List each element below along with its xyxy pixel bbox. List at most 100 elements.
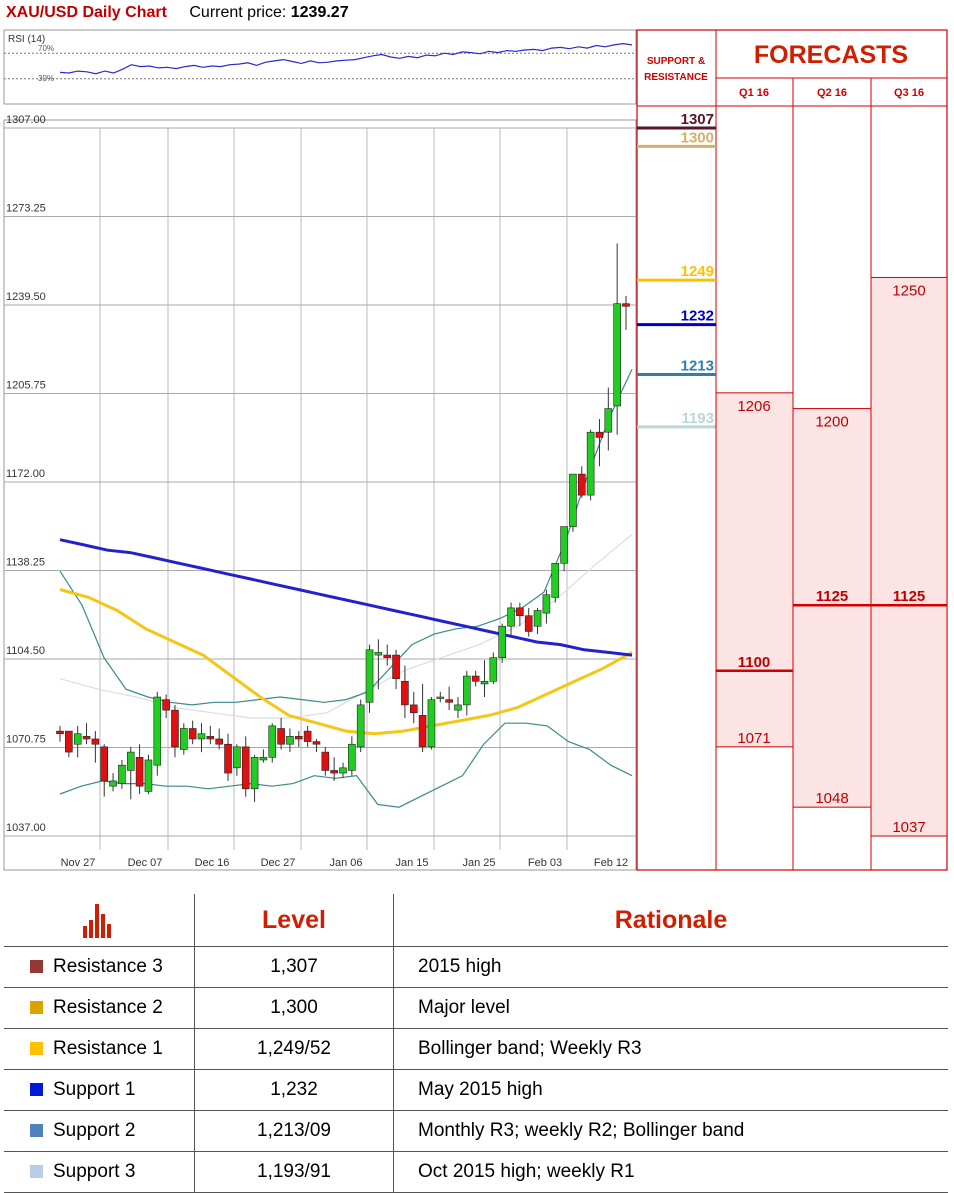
candle-body: [542, 594, 551, 614]
sr-header-line2: RESISTANCE: [644, 72, 708, 83]
candle-body: [259, 757, 268, 761]
level-value: 1,193/91: [194, 1151, 394, 1193]
forecast-range: [870, 276, 948, 837]
level-rationale: Monthly R3; weekly R2; Bollinger band: [393, 1110, 948, 1152]
level-name-cell: Support 1: [4, 1069, 195, 1111]
forecast-low-label: 1048: [815, 790, 848, 807]
candle-body: [524, 615, 533, 632]
forecasts-title: FORECASTS: [754, 41, 908, 69]
forecast-mid-label: 1100: [738, 654, 771, 671]
level-name: Support 2: [53, 1120, 136, 1141]
candle-body: [135, 757, 144, 787]
candle-body: [294, 736, 303, 740]
candle-body: [144, 759, 153, 792]
candle-body: [516, 607, 524, 617]
level-name-cell: Resistance 2: [4, 987, 195, 1029]
candle-body: [65, 730, 73, 753]
candle-body: [436, 696, 445, 699]
x-tick-label: Dec 07: [128, 857, 163, 869]
price-panel-frame: [3, 119, 637, 871]
candle-body: [126, 751, 135, 771]
candle-body: [268, 725, 277, 758]
candle-body: [463, 675, 471, 706]
table-row: Support 3 1,193/91 Oct 2015 high; weekly R…: [4, 1151, 948, 1193]
candle-body: [489, 657, 498, 682]
candle-body: [498, 625, 506, 658]
y-tick-label: 1037.00: [6, 822, 46, 834]
ma50-line: [59, 588, 633, 736]
bar-chart-icon: [4, 894, 195, 947]
candle-body: [392, 654, 400, 679]
candle-body: [241, 746, 250, 790]
x-tick-label: Jan 25: [462, 857, 495, 869]
y-tick-label: 1172.00: [6, 468, 45, 480]
candle-body: [533, 610, 542, 627]
candle-body: [286, 736, 294, 745]
rsi-panel-frame: [3, 29, 637, 105]
level-value: 1,307: [194, 946, 394, 988]
candle-body: [595, 431, 604, 438]
y-tick-label: 1273.25: [6, 203, 46, 215]
candle-body: [613, 303, 621, 407]
candle-body: [454, 704, 462, 711]
candle-body: [82, 736, 91, 740]
forecast-range: [715, 392, 794, 748]
candle-body: [622, 303, 630, 307]
levels-table: Level Rationale Resistance 3 1,307 2015 hi…: [4, 894, 948, 1193]
level-name: Resistance 2: [53, 997, 163, 1018]
x-tick-label: Jan 15: [395, 857, 428, 869]
candle-body: [188, 728, 197, 740]
candle-body: [162, 699, 170, 711]
level-name: Resistance 3: [53, 956, 163, 977]
level-rationale: May 2015 high: [393, 1069, 948, 1111]
level-rationale: Bollinger band; Weekly R3: [393, 1028, 948, 1070]
sr-level-label: 1213: [681, 357, 714, 374]
sr-level-label: 1307: [681, 111, 714, 128]
ma200-line: [59, 538, 633, 657]
candle-body: [180, 728, 188, 750]
forecast-mid-label: 1125: [816, 588, 849, 605]
candle-body: [365, 649, 374, 703]
y-tick-label: 1307.00: [6, 114, 46, 126]
current-price: 1239.27: [290, 4, 349, 21]
table-row: Resistance 1 1,249/52 Bollinger band; Week…: [4, 1028, 948, 1070]
candle-body: [250, 757, 259, 790]
rsi-line: [59, 42, 633, 75]
candle-body: [206, 736, 215, 740]
candle-body: [100, 746, 109, 782]
bollinger-lower-line: [59, 722, 633, 808]
sr-level-label: 1249: [681, 263, 714, 280]
candle-body: [374, 652, 383, 656]
forecast-low-label: 1071: [737, 730, 770, 747]
candle-body: [312, 741, 321, 745]
candle-body: [356, 704, 365, 748]
price-chart: 1307.00 1273.25 1239.50 1205.75 1172.00 1138.…: [3, 29, 948, 871]
candle-body: [560, 526, 568, 564]
level-name-cell: Resistance 1: [4, 1028, 195, 1070]
y-tick-label: 1070.75: [6, 734, 46, 746]
candle-body: [91, 738, 100, 745]
candle-body: [604, 408, 613, 433]
y-tick-label: 1205.75: [6, 380, 46, 392]
level-swatch: [30, 1042, 43, 1055]
candle-body: [401, 680, 409, 706]
candle-body: [409, 704, 418, 714]
forecast-column-header: Q3 16: [894, 87, 924, 99]
candle-body: [73, 733, 82, 745]
x-tick-label: Dec 16: [195, 857, 230, 869]
x-tick-label: Jan 06: [329, 857, 362, 869]
level-header: Level: [194, 894, 394, 947]
level-name-cell: Support 2: [4, 1110, 195, 1152]
candle-body: [171, 709, 179, 748]
candle-body: [233, 746, 241, 769]
candle-body: [445, 699, 453, 703]
chart-header: XAU/USD Daily Chart Current price: 1239.…: [6, 4, 349, 22]
candle-body: [197, 733, 206, 740]
chart-title: XAU/USD Daily Chart: [6, 4, 167, 21]
level-rationale: Oct 2015 high; weekly R1: [393, 1151, 948, 1193]
x-tick-label: Feb 03: [528, 857, 562, 869]
candle-body: [56, 730, 64, 735]
x-tick-label: Nov 27: [61, 857, 96, 869]
forecast-high-label: 1200: [815, 414, 848, 431]
candle-body: [480, 680, 489, 685]
